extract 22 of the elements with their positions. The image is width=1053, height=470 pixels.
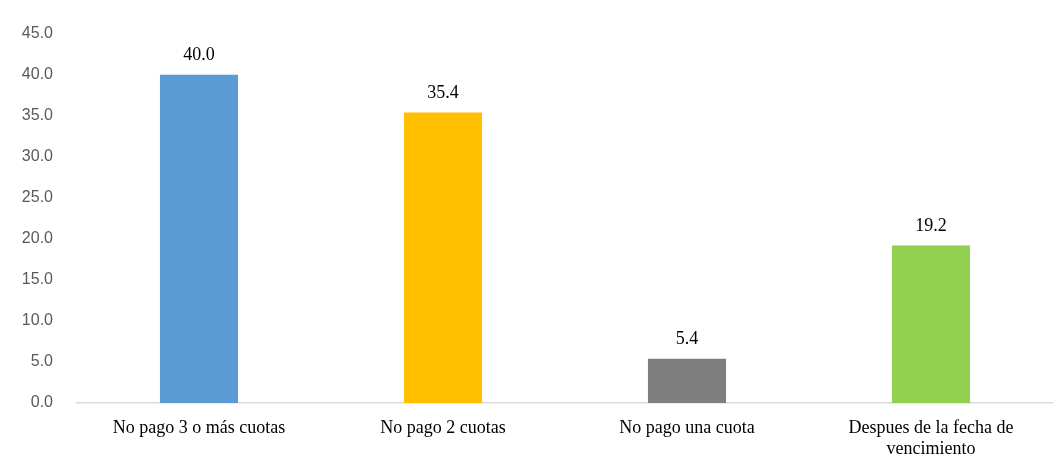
y-tick-label: 45.0 xyxy=(21,24,54,42)
y-tick-label: 20.0 xyxy=(21,229,54,247)
x-tick-label: No pago una cuota xyxy=(619,416,755,437)
x-tick-label: No pago 3 o más cuotas xyxy=(112,416,286,437)
data-label: 19.2 xyxy=(915,215,947,236)
y-tick-label: 10.0 xyxy=(21,311,54,329)
y-tick-label: 40.0 xyxy=(21,65,54,83)
bar xyxy=(159,74,239,403)
x-tick-label: Despues de la fecha de vencimiento xyxy=(848,416,1014,459)
y-tick-label: 25.0 xyxy=(21,188,54,206)
bar xyxy=(891,245,971,403)
data-label: 35.4 xyxy=(427,82,459,103)
bar xyxy=(403,112,483,403)
data-label: 5.4 xyxy=(675,328,699,349)
data-label: 40.0 xyxy=(183,44,215,65)
y-tick-label: 15.0 xyxy=(21,270,54,288)
y-tick-label: 35.0 xyxy=(21,106,54,124)
y-tick-label: 0.0 xyxy=(30,393,54,411)
bar xyxy=(647,358,727,403)
y-tick-label: 5.0 xyxy=(30,352,54,370)
y-tick-label: 30.0 xyxy=(21,147,54,165)
x-tick-label: No pago 2 cuotas xyxy=(380,416,506,437)
